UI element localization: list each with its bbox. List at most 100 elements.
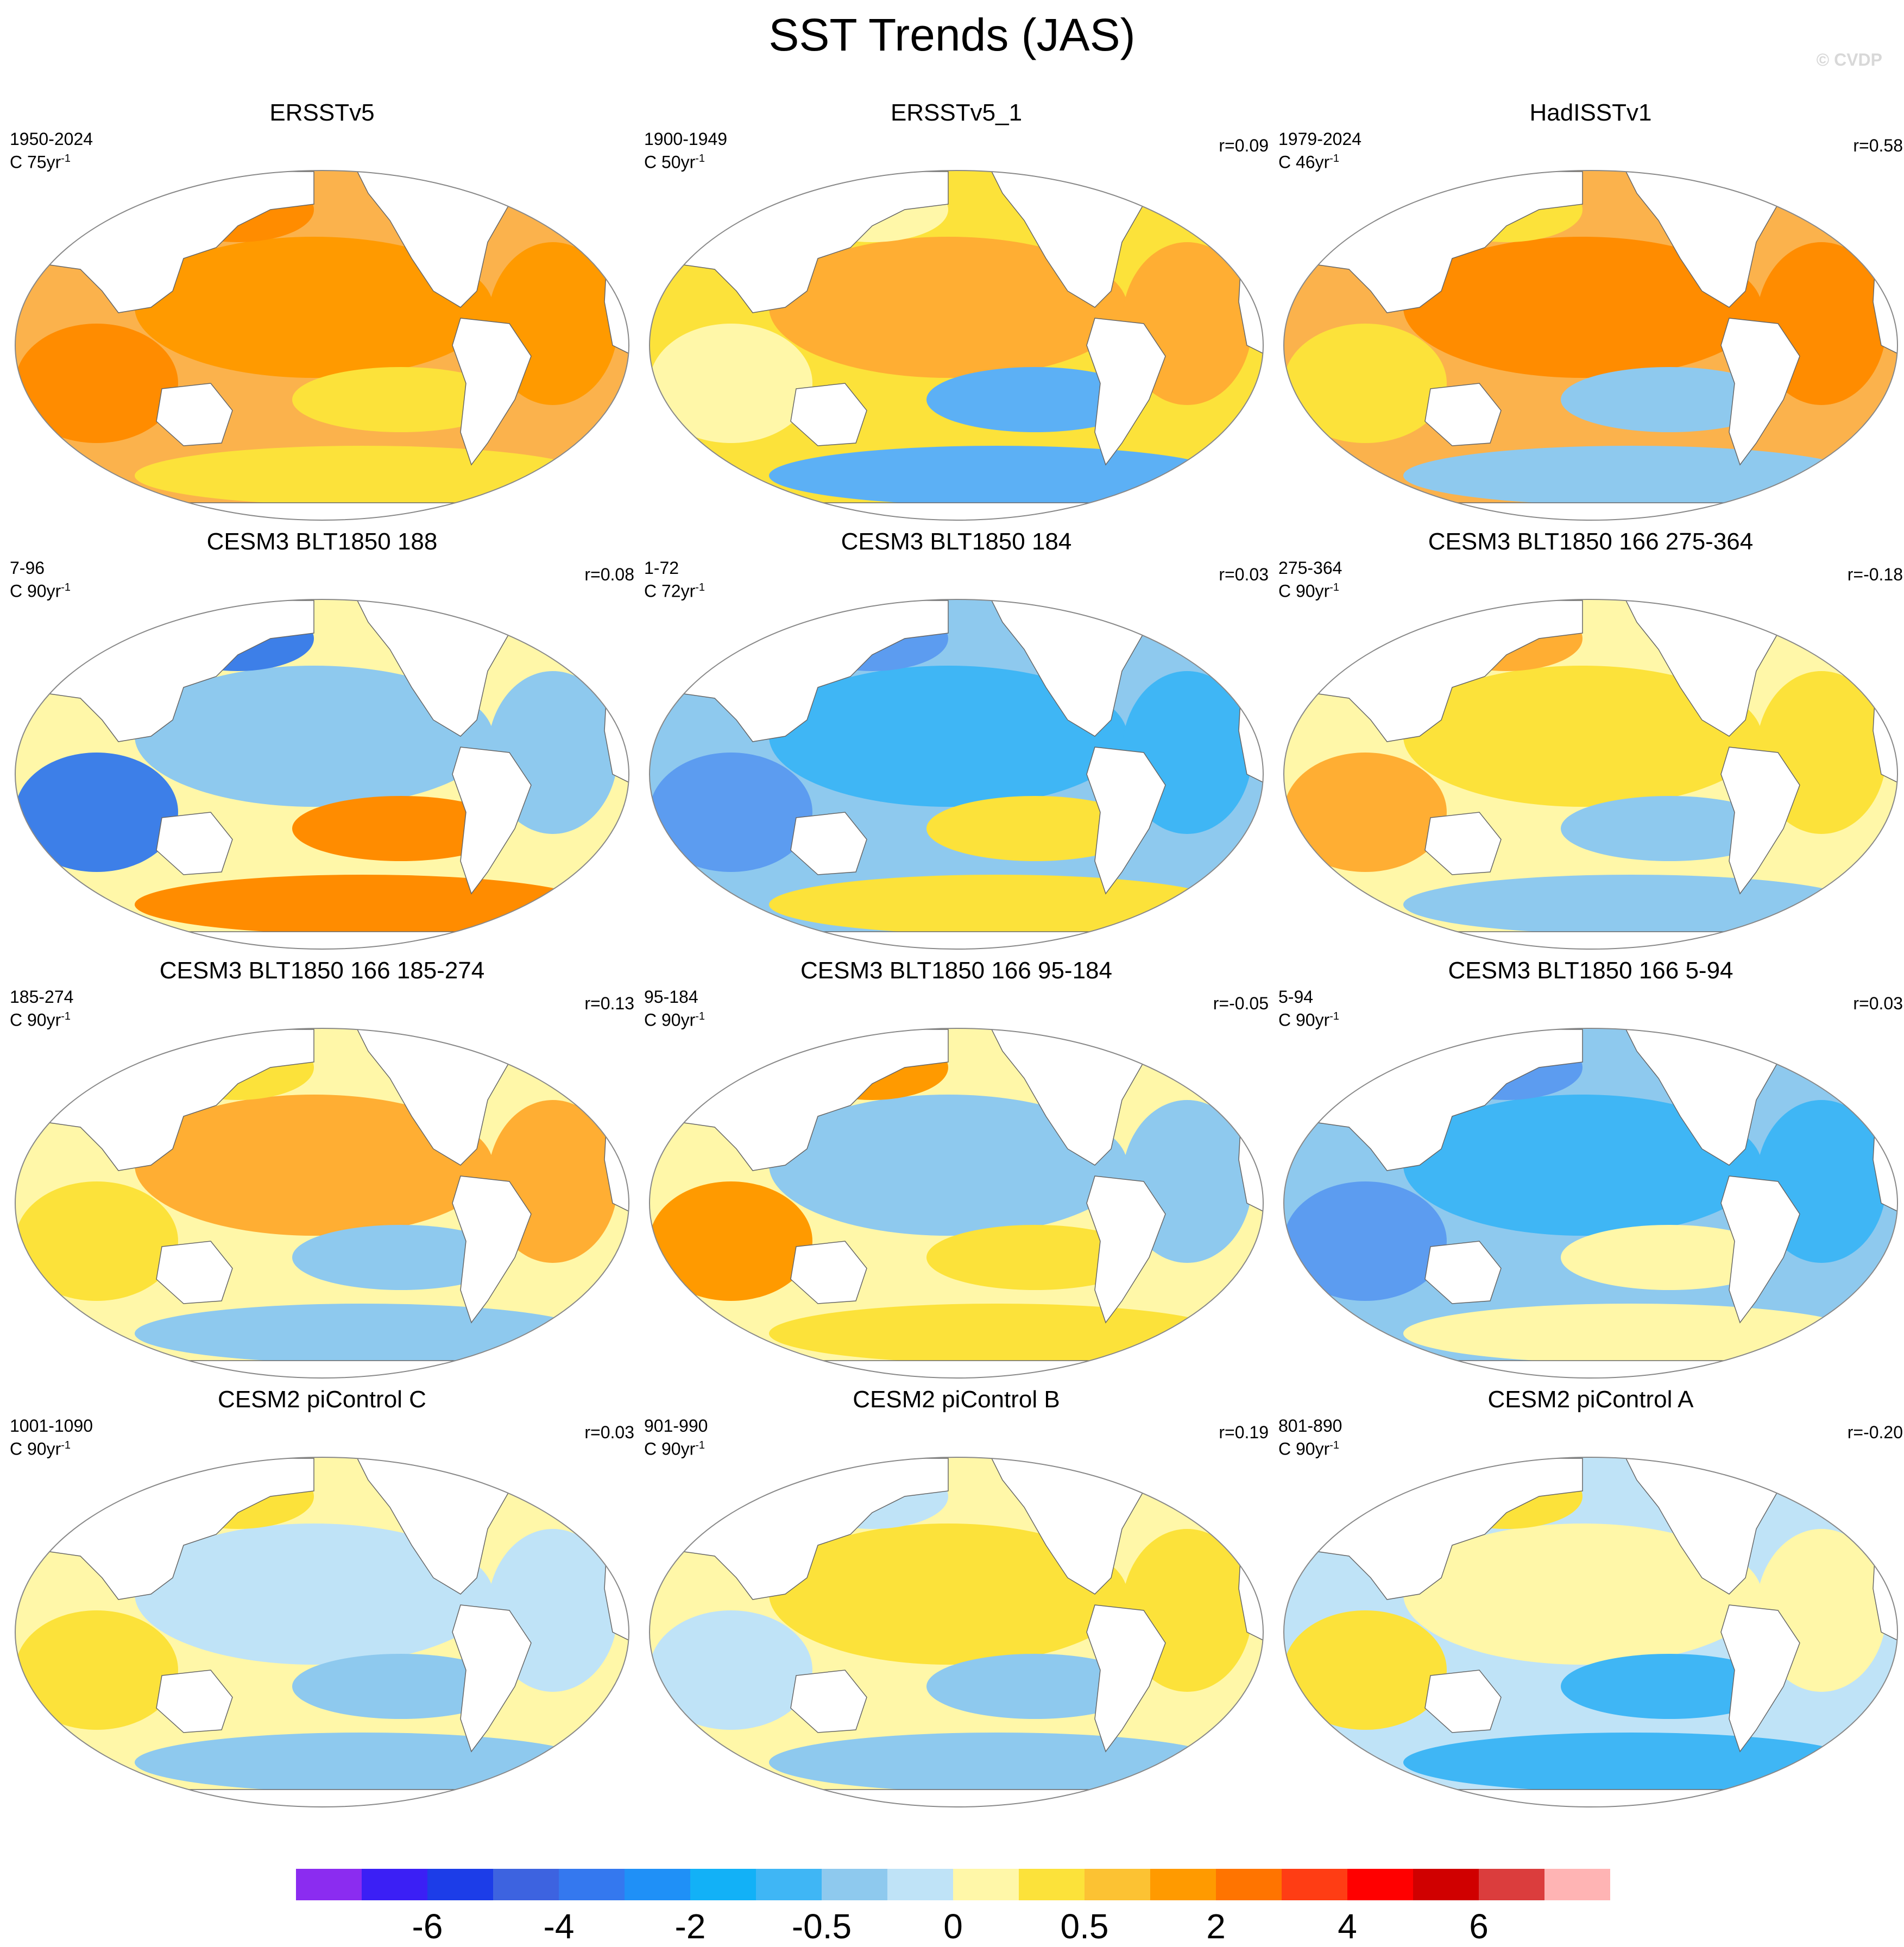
map-border <box>1283 170 1898 521</box>
units-suffix: yr <box>680 152 696 172</box>
panel-title: CESM3 BLT1850 188 <box>206 528 438 555</box>
anomaly-region <box>135 237 493 378</box>
colorbar-swatch <box>296 1869 362 1900</box>
anomaly-region <box>135 666 493 807</box>
units-exponent: -1 <box>61 153 71 165</box>
units-prefix: C <box>1278 1439 1291 1459</box>
anomaly-region <box>292 796 509 861</box>
trend-years: 90 <box>27 1439 47 1459</box>
map-border <box>1283 1457 1898 1807</box>
colorbar-swatch <box>493 1869 559 1900</box>
panel-title: CESM3 BLT1850 184 <box>841 528 1072 555</box>
colorbar-swatch <box>362 1869 427 1900</box>
units-prefix: C <box>644 1010 657 1030</box>
period-label: 1979-2024 <box>1278 129 1362 149</box>
units-suffix: yr <box>680 1010 696 1030</box>
trend-years: 90 <box>27 1010 47 1030</box>
land-australia <box>1424 1670 1502 1733</box>
anomaly-region <box>650 1610 812 1730</box>
colorbar-swatch <box>625 1869 690 1900</box>
map-panel: CESM2 piControl B 901-990 C 90yr-1 r=0.19 <box>644 1385 1269 1813</box>
units-suffix: yr <box>46 152 61 172</box>
world-map <box>15 1457 629 1807</box>
land-antarctica <box>650 931 1263 949</box>
units-suffix: yr <box>46 1010 61 1030</box>
land-south-america <box>1720 318 1800 466</box>
anomaly-region <box>15 753 178 872</box>
units-exponent: -1 <box>695 1439 705 1451</box>
period-label: 801-890 <box>1278 1416 1342 1436</box>
land-australia <box>790 812 867 875</box>
units-exponent: -1 <box>695 153 705 165</box>
units-label: C 90yr-1 <box>10 578 71 601</box>
world-map <box>1283 170 1898 521</box>
colorbar-swatch <box>887 1869 953 1900</box>
map-panel: ERSSTv5 1950-2024 C 75yr-1 <box>10 98 634 527</box>
units-suffix: yr <box>1315 1439 1330 1459</box>
trend-years: 90 <box>1296 581 1315 601</box>
colorbar-swatch <box>1479 1869 1544 1900</box>
map-panel: CESM3 BLT1850 184 1-72 C 72yr-1 r=0.03 <box>644 527 1269 956</box>
land-south-america <box>452 1175 532 1324</box>
colorbar-swatch <box>756 1869 822 1900</box>
units-exponent: -1 <box>61 1439 71 1451</box>
map-border <box>649 599 1264 950</box>
anomaly-region <box>769 1095 1127 1236</box>
period-label: 5-94 <box>1278 987 1314 1007</box>
period-label: 901-990 <box>644 1416 708 1436</box>
correlation-label: r=0.08 <box>584 565 634 584</box>
map-border <box>649 1028 1264 1379</box>
correlation-label: r=0.13 <box>584 994 634 1013</box>
colorbar-tick-label: 4 <box>1338 1907 1357 1946</box>
anomaly-region <box>1403 1733 1859 1792</box>
units-label: C 90yr-1 <box>644 1007 705 1030</box>
units-prefix: C <box>10 1010 23 1030</box>
world-map <box>649 170 1264 521</box>
anomaly-region <box>1403 875 1859 934</box>
land-australia <box>1424 383 1502 446</box>
trend-years: 72 <box>661 581 681 601</box>
map-panel: CESM3 BLT1850 188 7-96 C 90yr-1 r=0.08 <box>10 527 634 956</box>
map-panel: CESM3 BLT1850 166 185-274 185-274 C 90yr-1… <box>10 956 634 1385</box>
land-south-america <box>1720 1604 1800 1753</box>
world-map <box>1283 1028 1898 1379</box>
map-border <box>15 1028 629 1379</box>
period-label: 1900-1949 <box>644 129 728 149</box>
anomaly-region <box>292 1225 509 1290</box>
map-panel: HadISSTv1 1979-2024 C 46yr-1 r=0.58 <box>1278 98 1903 527</box>
land-south-america <box>1086 1175 1166 1324</box>
colorbar-swatch <box>690 1869 756 1900</box>
land-south-america <box>1720 747 1800 895</box>
land-south-america <box>452 318 532 466</box>
anomaly-region <box>15 1610 178 1730</box>
correlation-label: r=0.09 <box>1219 136 1269 155</box>
anomaly-region <box>769 875 1225 934</box>
map-panel: CESM2 piControl A 801-890 C 90yr-1 r=-0.20 <box>1278 1385 1903 1813</box>
colorbar-swatch <box>1282 1869 1347 1900</box>
units-suffix: yr <box>46 581 61 601</box>
colorbar-swatch <box>1019 1869 1085 1900</box>
anomaly-region <box>1561 1654 1778 1719</box>
anomaly-region <box>1403 237 1762 378</box>
units-prefix: C <box>10 581 23 601</box>
colorbar-swatch <box>1216 1869 1282 1900</box>
panel-title: HadISSTv1 <box>1529 99 1652 126</box>
units-exponent: -1 <box>695 1010 705 1022</box>
units-exponent: -1 <box>695 581 705 593</box>
period-label: 95-184 <box>644 987 698 1007</box>
period-label: 275-364 <box>1278 558 1342 578</box>
anomaly-region <box>15 1181 178 1301</box>
anomaly-region <box>1561 1225 1778 1290</box>
panel-title: ERSSTv5_1 <box>890 99 1023 126</box>
units-suffix: yr <box>1315 581 1330 601</box>
period-label: 7-96 <box>10 558 45 578</box>
anomaly-region <box>1561 367 1778 432</box>
correlation-label: r=0.58 <box>1853 136 1903 155</box>
anomaly-region <box>135 1304 591 1363</box>
anomaly-region <box>1284 324 1447 443</box>
panel-title: CESM3 BLT1850 166 185-274 <box>159 957 485 984</box>
trend-years: 75 <box>27 152 47 172</box>
units-prefix: C <box>1278 152 1291 172</box>
anomaly-region <box>650 324 812 443</box>
colorbar-swatch <box>1085 1869 1150 1900</box>
